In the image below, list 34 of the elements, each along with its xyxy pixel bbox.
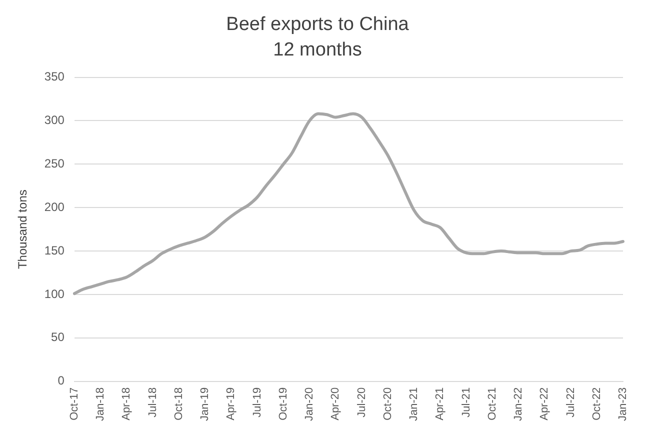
x-tick-label: Oct-20 <box>382 387 394 420</box>
y-axis-title: Thousand tons <box>16 190 30 270</box>
x-tick-label: Apr-22 <box>538 387 551 420</box>
chart-subtitle: 12 months <box>273 40 362 61</box>
x-tick-label: Jan-23 <box>617 387 630 422</box>
x-tick-label: Jan-22 <box>512 387 525 422</box>
y-tick-label: 200 <box>44 200 65 214</box>
x-tick-label: Jan-21 <box>408 387 420 422</box>
y-tick-label: 150 <box>44 243 65 258</box>
x-tick-label: Oct-19 <box>277 387 290 420</box>
x-tick-label: Oct-21 <box>486 387 498 420</box>
x-tick-label: Oct-17 <box>68 387 80 420</box>
x-tick-label: Jul-21 <box>460 387 472 418</box>
y-tick-label: 350 <box>44 70 65 84</box>
y-tick-label: 50 <box>51 330 65 344</box>
x-tick-label: Apr-19 <box>225 387 238 420</box>
x-tick-label: Apr-18 <box>120 387 133 420</box>
x-tick-label: Oct-22 <box>590 387 603 420</box>
x-tick-label: Jan-20 <box>304 387 316 422</box>
x-tick-label: Apr-20 <box>330 387 342 420</box>
x-tick-label: Jan-18 <box>94 387 107 422</box>
y-tick-label: 100 <box>44 286 65 301</box>
x-tick-label: Jul-19 <box>251 387 264 418</box>
chart-title: Beef exports to China <box>226 14 410 36</box>
x-tick-label: Apr-21 <box>434 387 446 420</box>
y-tick-label: 0 <box>58 374 65 388</box>
x-tick-label: Oct-18 <box>172 387 185 420</box>
y-tick-label: 300 <box>44 113 65 128</box>
x-tick-label: Jul-22 <box>564 387 577 418</box>
x-tick-label: Jul-20 <box>356 387 368 418</box>
y-tick-label: 250 <box>44 156 65 170</box>
x-tick-label: Jul-18 <box>146 387 159 418</box>
line-series <box>72 112 624 296</box>
x-tick-label: Jan-19 <box>199 387 212 422</box>
